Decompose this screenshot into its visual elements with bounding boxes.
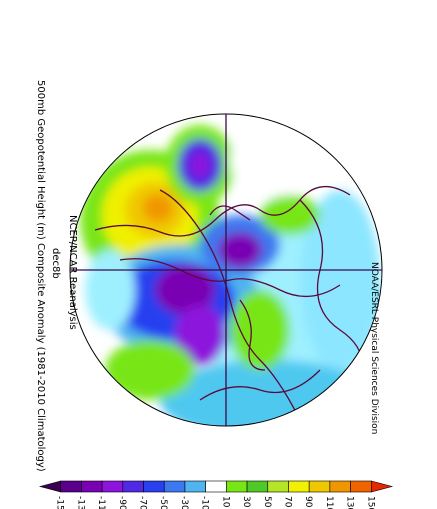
colorbar-swatch xyxy=(60,480,82,493)
source: NCEP/NCAR Reanalysis xyxy=(67,215,78,330)
colorbar-end xyxy=(38,480,62,493)
colorbar-label: 150 xyxy=(365,496,375,509)
colorbar-label: -70 xyxy=(138,496,148,509)
colorbar-label: -130 xyxy=(75,496,85,509)
colorbar-label: 110 xyxy=(324,496,334,509)
anomaly-blobs xyxy=(80,120,382,426)
anomaly-field xyxy=(70,114,382,426)
colorbar-swatch xyxy=(288,480,310,493)
colorbar-swatch xyxy=(205,480,227,493)
colorbar-label: 130 xyxy=(345,496,355,509)
colorbar-swatch xyxy=(350,480,372,493)
colorbar-swatch xyxy=(246,480,269,493)
colorbar-swatch xyxy=(267,480,289,493)
colorbar-swatch xyxy=(308,480,331,493)
title: 500mb Geopotential Height (m) Composite … xyxy=(35,80,46,472)
colorbar-label: -90 xyxy=(117,496,127,509)
colorbar-swatch xyxy=(163,480,186,493)
colorbar-label: 50 xyxy=(262,496,272,508)
colorbar-swatch xyxy=(226,480,248,493)
colorbar-label: -50 xyxy=(158,496,168,509)
colorbar-swatch xyxy=(81,480,103,493)
colorbar-label: 90 xyxy=(303,496,313,508)
colorbar-end xyxy=(370,480,394,493)
colorbar-swatch xyxy=(122,480,144,493)
colorbar-swatch xyxy=(329,480,351,493)
subtitle: dec8b xyxy=(50,248,61,279)
colorbar-label: 70 xyxy=(282,496,292,508)
colorbar: -150 -130 -110 -90 -70 -50 -30 -10 10 30 50 70 90 110… xyxy=(38,480,394,509)
colorbar-label: 10 xyxy=(220,496,230,508)
colorbar-label: -110 xyxy=(96,496,106,509)
colorbar-swatch xyxy=(143,480,165,493)
credit: NOAA/ESRL Physical Sciences Division xyxy=(369,262,379,434)
coastlines xyxy=(94,186,364,421)
colorbar-label: 30 xyxy=(241,496,251,508)
colorbar-label: -30 xyxy=(179,496,189,509)
colorbar-label: -10 xyxy=(200,496,210,509)
colorbar-label: -150 xyxy=(55,496,65,509)
colorbar-swatch xyxy=(101,480,124,493)
colorbar-swatch xyxy=(184,480,206,493)
